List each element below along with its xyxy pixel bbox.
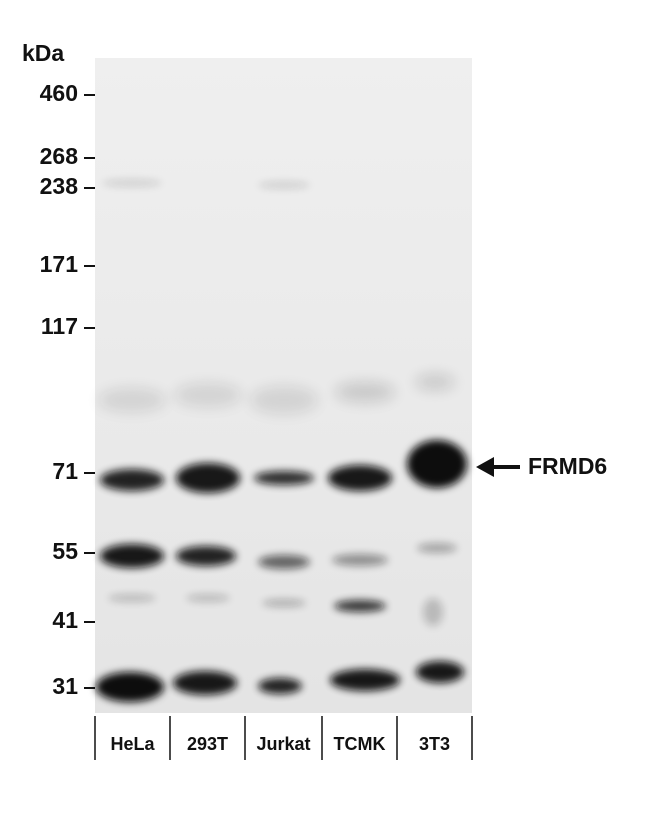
band — [335, 382, 395, 402]
band — [423, 598, 443, 626]
lanes: HeLa 293T Jurkat TCMK 3T3 — [94, 716, 473, 760]
band — [417, 543, 457, 553]
arrow-head — [476, 457, 494, 477]
markers: 460 268 238 171 117 71 55 41 31 — [40, 80, 95, 699]
lane-label: HeLa — [110, 734, 155, 754]
band — [100, 544, 164, 568]
marker-label: 117 — [41, 313, 78, 339]
band — [258, 181, 310, 189]
band — [102, 179, 162, 187]
band — [186, 594, 230, 602]
band — [262, 599, 306, 607]
marker-label: 41 — [52, 607, 78, 633]
target-arrow — [476, 457, 520, 477]
band — [407, 440, 467, 488]
marker-label: 55 — [52, 538, 78, 564]
marker-label: 268 — [40, 143, 79, 169]
marker-label: 460 — [40, 80, 78, 106]
band — [254, 471, 314, 485]
band — [416, 661, 464, 683]
lane-label: 293T — [187, 734, 228, 754]
band — [108, 594, 156, 602]
band — [330, 669, 400, 691]
lane-label: Jurkat — [256, 734, 310, 754]
blot-membrane — [95, 58, 472, 713]
marker-label: 31 — [52, 673, 78, 699]
axis-label: kDa — [22, 40, 64, 66]
band — [250, 386, 318, 414]
band — [176, 546, 236, 566]
marker-label: 238 — [40, 173, 79, 199]
band — [258, 678, 302, 694]
bands — [96, 179, 467, 702]
band — [258, 555, 310, 569]
band — [174, 383, 242, 407]
band — [328, 465, 392, 491]
band — [334, 600, 386, 612]
marker-label: 171 — [40, 251, 79, 277]
lane-label: TCMK — [334, 734, 386, 754]
band — [98, 388, 166, 412]
marker-label: 71 — [52, 458, 78, 484]
band — [415, 374, 455, 390]
band — [332, 554, 388, 566]
band — [96, 672, 164, 702]
band — [100, 469, 164, 491]
band — [176, 463, 240, 493]
band — [173, 671, 237, 695]
lane-label: 3T3 — [419, 734, 450, 754]
target-label: FRMD6 — [528, 453, 607, 479]
